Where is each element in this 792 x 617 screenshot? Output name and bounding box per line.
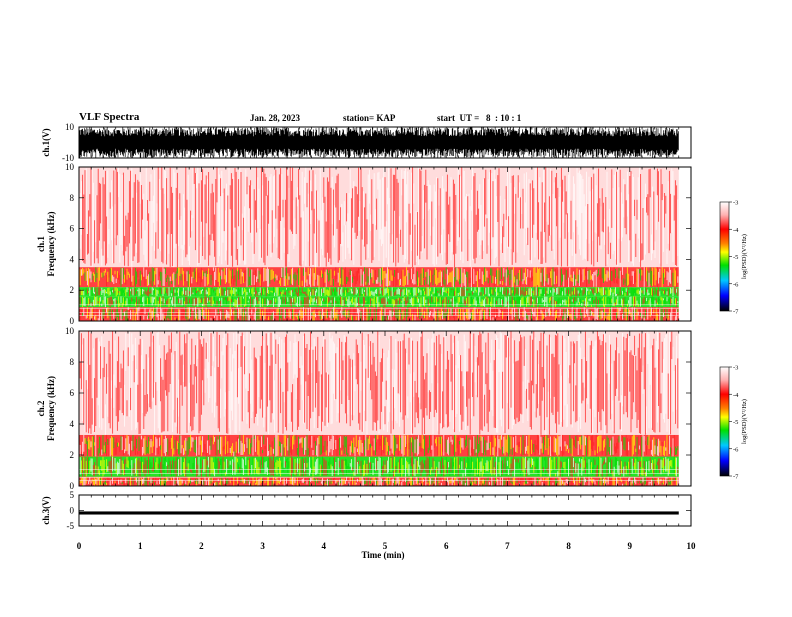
x-tick-label: 5 (383, 541, 388, 551)
colorbar-label: log(PSD)(V²/Hz) (741, 234, 748, 279)
y-axis-label: ch.1(V) (41, 128, 51, 156)
colorbar-label: log(PSD)(V²/Hz) (741, 399, 748, 444)
y-tick-label: 5 (70, 490, 75, 500)
x-tick-label: 4 (322, 541, 327, 551)
y-axis-label: ch.1 (36, 236, 46, 252)
figure-title: VLF Spectra (79, 111, 140, 123)
y-tick-label: 0 (70, 316, 75, 326)
y-tick-label: 4 (70, 254, 75, 264)
colorbar-tick-label: -6 (733, 281, 739, 288)
colorbar-tick-label: -7 (733, 474, 739, 481)
x-tick-label: 0 (77, 541, 82, 551)
colorbar-tick-label: -7 (733, 309, 739, 316)
y-tick-label: 10 (65, 122, 75, 132)
ch1-spectrogram-heatmap (79, 167, 691, 321)
y-tick-label: 10 (65, 326, 75, 336)
x-tick-label: 1 (138, 541, 143, 551)
y-tick-label: -10 (62, 153, 74, 163)
colorbar-tick-label: -5 (733, 254, 738, 261)
date-label: Jan. 28, 2023 (250, 113, 301, 123)
y-tick-label: 6 (70, 388, 75, 398)
colorbar-tick-label: -3 (733, 200, 738, 207)
x-tick-label: 3 (260, 541, 265, 551)
y-tick-label: 0 (70, 481, 75, 491)
y-tick-label: 2 (70, 450, 75, 460)
y-tick-label: 4 (70, 419, 75, 429)
y-tick-label: 8 (70, 357, 75, 367)
colorbar-tick-label: -4 (733, 392, 739, 399)
x-tick-label: 8 (566, 541, 571, 551)
colorbar-tick-label: -3 (733, 365, 738, 372)
x-tick-label: 10 (687, 541, 697, 551)
station-label: station= KAP (343, 113, 396, 123)
x-tick-label: 6 (444, 541, 449, 551)
y-axis-label: ch.3(V) (41, 496, 51, 524)
colorbar-tick-label: -6 (733, 446, 739, 453)
colorbar-tick-label: -4 (733, 227, 739, 234)
colorbar-1 (719, 201, 730, 312)
ch1-spectrogram-band-1 (79, 296, 679, 308)
y-axis-label: Frequency (kHz) (46, 376, 56, 441)
ch1-waveform-trace (78, 127, 679, 158)
start-time-label: start UT = 8 : 10 : 1 (437, 113, 522, 123)
x-tick-label: 2 (199, 541, 204, 551)
y-tick-label: 0 (70, 506, 75, 516)
colorbar-tick-label: -5 (733, 419, 738, 426)
ch3-waveform-trace (79, 511, 679, 515)
y-tick-label: -5 (67, 521, 75, 531)
x-tick-label: 7 (505, 541, 510, 551)
y-tick-label: 10 (65, 162, 75, 172)
ch2-spectrogram-heatmap (79, 331, 691, 486)
y-axis-label: ch.2 (36, 400, 46, 416)
colorbar-2 (719, 366, 730, 477)
x-tick-label: 9 (628, 541, 633, 551)
y-tick-label: 8 (70, 193, 75, 203)
y-axis-label: Frequency (kHz) (46, 211, 56, 276)
y-tick-label: 2 (70, 285, 75, 295)
x-axis-label: Time (min) (361, 550, 404, 560)
y-tick-label: 6 (70, 224, 75, 234)
